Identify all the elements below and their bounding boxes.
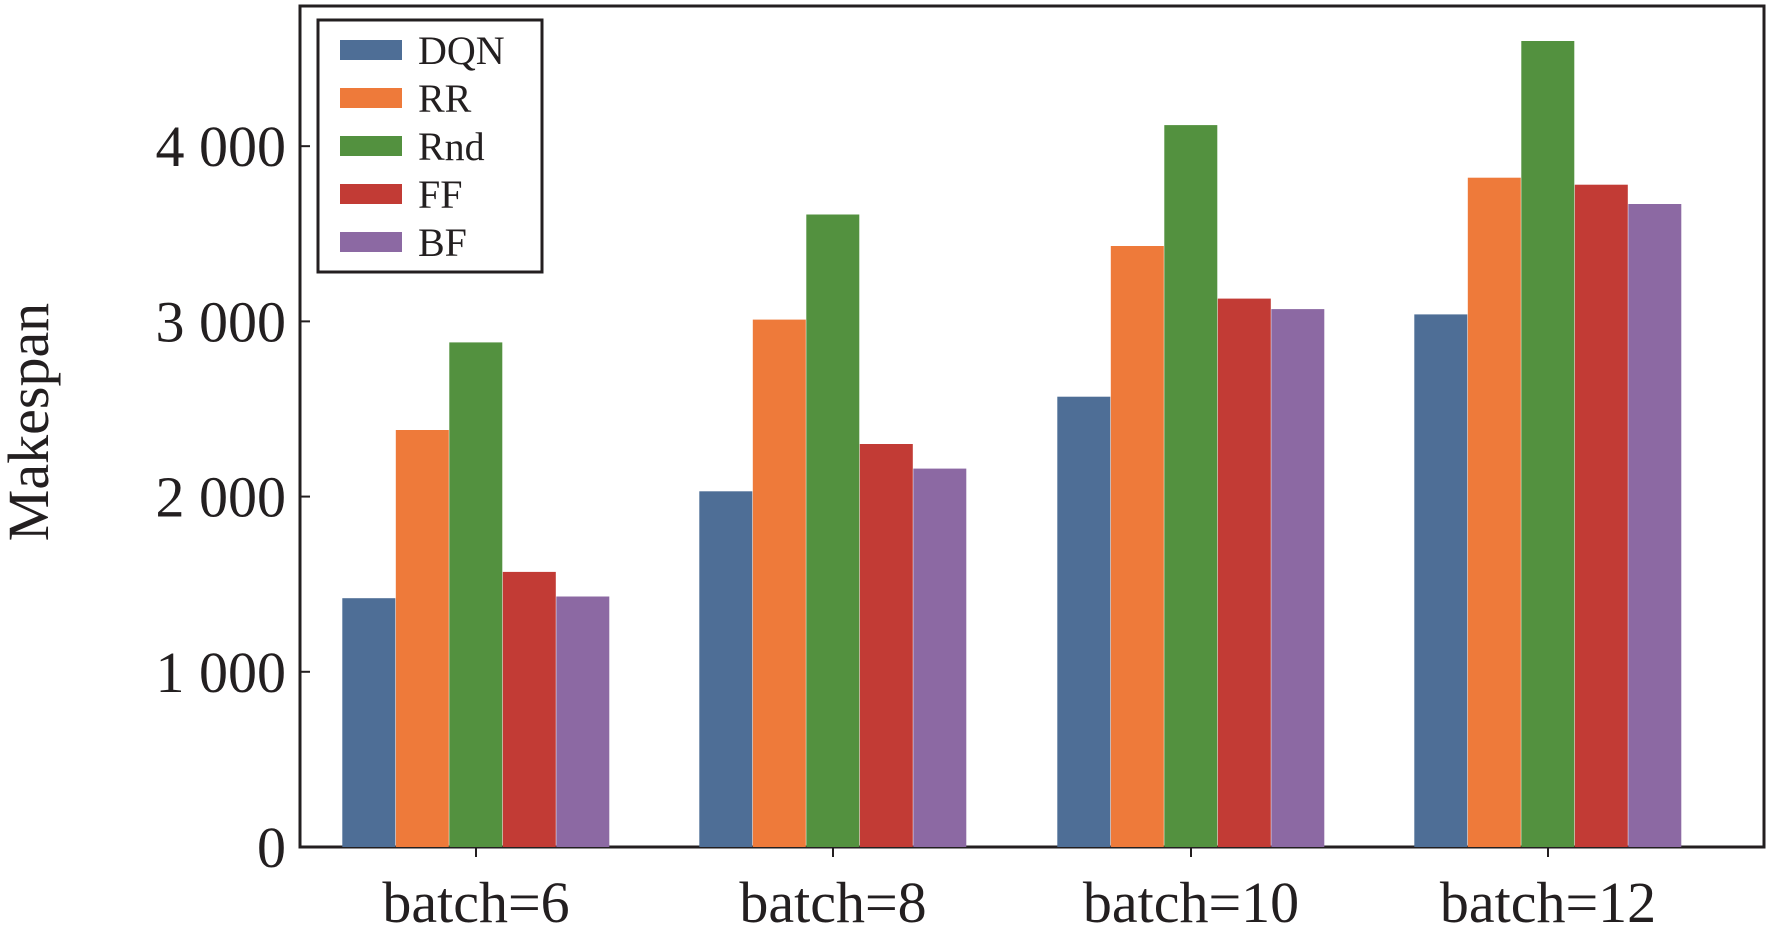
y-tick-label: 2 000 [156,465,287,530]
legend-label-rr: RR [418,76,472,121]
bar-dqn-1 [342,598,396,847]
x-tick-label: batch=10 [1083,870,1299,935]
legend-swatch-rnd [340,136,402,156]
y-axis-ticks: 0 1 000 2 000 3 000 4 000 [156,114,310,880]
bar-rnd-3 [1164,125,1218,848]
bar-bf-3 [1271,309,1325,848]
legend-swatch-rr [340,88,402,108]
bar-rnd-2 [806,214,860,847]
bar-bf-2 [913,468,967,847]
plot-frame [298,4,1766,849]
x-tick-label: batch=6 [382,870,569,935]
legend-label-bf: BF [418,220,467,265]
legend-label-ff: FF [418,172,463,217]
y-tick-label: 1 000 [156,640,287,705]
x-tick-label: batch=8 [739,870,926,935]
bar-rr-3 [1110,246,1164,847]
legend-swatch-dqn [340,40,402,60]
y-tick-label: 3 000 [156,289,287,354]
y-tick-label: 4 000 [156,114,287,179]
bar-rr-4 [1467,177,1521,847]
y-tick-label: 0 [257,815,286,880]
bar-dqn-4 [1414,314,1468,847]
bar-ff-2 [859,444,913,847]
bar-rnd-4 [1521,41,1575,847]
y-axis-label: Makespan [0,303,61,541]
bar-bf-1 [556,596,610,847]
bar-ff-4 [1574,184,1628,847]
bar-ff-1 [502,571,556,847]
legend-label-dqn: DQN [418,28,505,73]
bar-ff-3 [1217,298,1271,848]
bar-rr-1 [395,430,449,847]
bars-group [342,41,1682,848]
bar-dqn-3 [1057,396,1111,847]
x-tick-label: batch=12 [1440,870,1656,935]
x-axis-ticks: batch=6 batch=8 batch=10 batch=12 [382,847,1656,935]
bar-rnd-1 [449,342,503,847]
bar-dqn-2 [699,491,753,847]
legend-swatch-bf [340,232,402,252]
legend-swatch-ff [340,184,402,204]
bar-rr-2 [752,319,806,848]
legend-label-rnd: Rnd [418,124,485,169]
bar-bf-4 [1628,204,1682,847]
